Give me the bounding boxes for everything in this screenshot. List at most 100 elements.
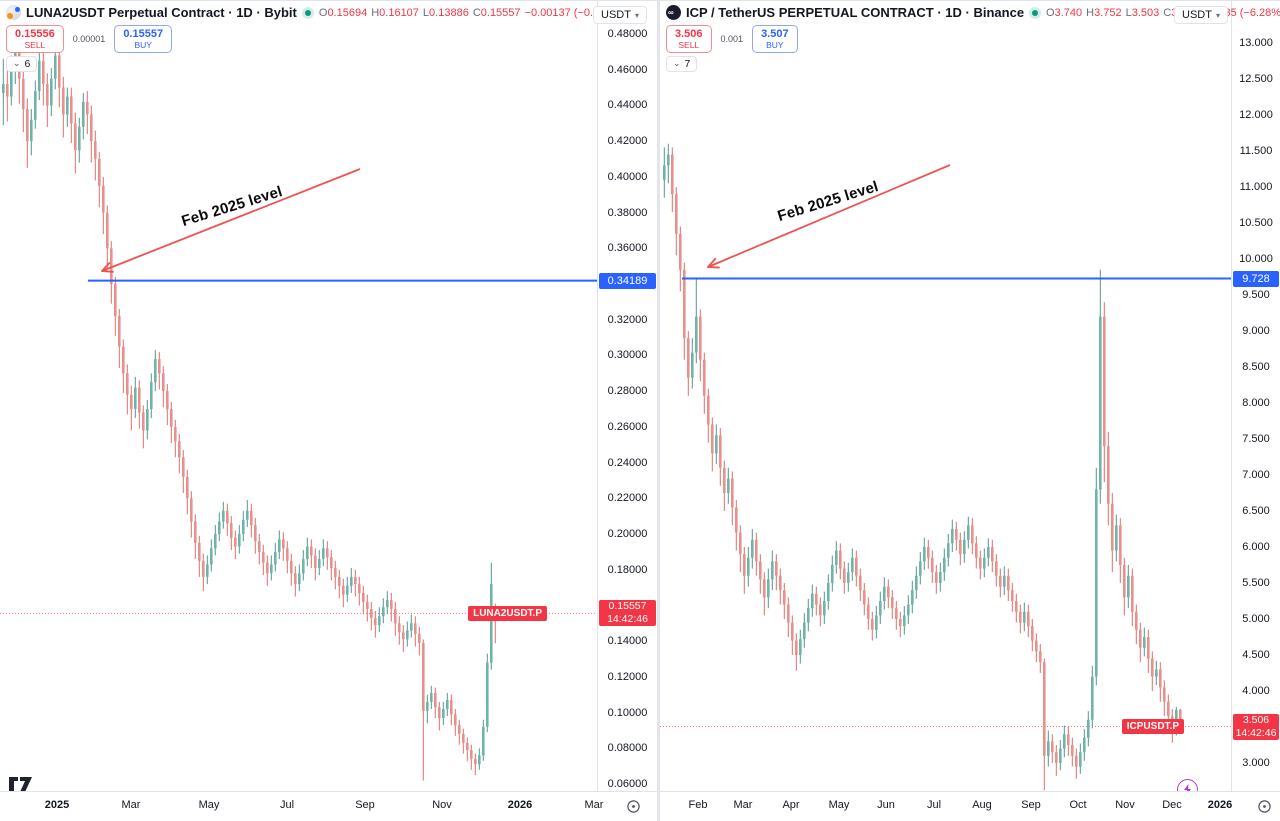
price-tick: 0.30000 xyxy=(607,349,648,362)
time-tick: Apr xyxy=(782,799,800,811)
price-tick: 0.10000 xyxy=(607,706,648,719)
time-tick: Aug xyxy=(972,799,992,811)
price-tick: 9.000 xyxy=(1242,324,1270,337)
last-price-time: 14:42:46 xyxy=(1235,726,1277,739)
level-price-tag: 0.34189 xyxy=(599,272,656,289)
price-tick: 0.46000 xyxy=(607,63,648,76)
chevron-down-icon: ▾ xyxy=(634,10,639,20)
price-tick: 6.000 xyxy=(1242,540,1270,553)
last-price-time: 14:42:46 xyxy=(607,613,648,626)
level-price-tag: 9.728 xyxy=(1233,270,1279,287)
price-tick: 0.36000 xyxy=(607,242,648,255)
buy-price: 3.507 xyxy=(761,28,789,40)
candlestick-chart[interactable] xyxy=(660,1,1232,791)
panel-divider[interactable] xyxy=(657,1,660,821)
time-tick: Jul xyxy=(926,799,942,811)
price-tick: 0.44000 xyxy=(607,99,648,112)
price-tick: 0.32000 xyxy=(607,313,648,326)
price-tick: 7.000 xyxy=(1242,468,1270,481)
price-tick: 8.000 xyxy=(1242,396,1270,409)
price-tick: 0.38000 xyxy=(607,206,648,219)
symbol-price-tag: LUNA2USDT.P xyxy=(468,605,547,621)
symbol-title[interactable]: LUNA2USDT Perpetual Contract · 1D · Bybi… xyxy=(26,5,297,20)
spread-value: 0.00001 xyxy=(70,33,108,46)
buy-button[interactable]: 0.15557 BUY xyxy=(114,25,173,54)
last-price-value: 0.15557 xyxy=(608,600,647,613)
time-tick: Oct xyxy=(1069,799,1087,811)
time-tick: Sep xyxy=(1021,799,1041,811)
symbol-price-tag: ICPUSDT.P xyxy=(1121,719,1184,735)
axis-settings-icon[interactable] xyxy=(1257,799,1272,814)
price-tick: 0.06000 xyxy=(607,778,648,791)
price-tick: 6.500 xyxy=(1242,504,1270,517)
last-price-tag: 0.15557 14:42:46 xyxy=(599,600,656,627)
price-tick: 0.14000 xyxy=(607,635,648,648)
symbol-title[interactable]: ICP / TetherUS PERPETUAL CONTRACT · 1D ·… xyxy=(686,5,1025,20)
low-label: L xyxy=(422,6,430,19)
collapse-count: 7 xyxy=(684,57,691,70)
open-value: 0.15694 xyxy=(327,6,368,19)
time-axis[interactable]: 2025 Mar May Jul Sep Nov 2026 Mar xyxy=(0,791,657,821)
axis-settings-icon[interactable] xyxy=(626,799,641,814)
close-value: 0.15557 xyxy=(480,6,521,19)
symbol-logo-icon xyxy=(6,5,21,20)
time-tick: Mar xyxy=(733,799,753,811)
ohlc-values: O3.740 H3.752 L3.503 C3.506 −0.235 (−6.2… xyxy=(1046,7,1280,19)
price-tick: 3.000 xyxy=(1242,756,1270,769)
low-label: L xyxy=(1125,6,1132,19)
price-tick: 0.48000 xyxy=(607,28,648,41)
market-status-icon[interactable] xyxy=(1032,9,1039,16)
object-tree-collapse-chip[interactable]: ⌄ 6 xyxy=(6,55,38,72)
sell-button[interactable]: 3.506 SELL xyxy=(666,25,712,54)
time-tick: May xyxy=(828,799,850,811)
buy-label: BUY xyxy=(766,39,784,50)
buy-button[interactable]: 3.507 BUY xyxy=(752,25,798,54)
chart-plot-area[interactable]: Feb 2025 level LUNA2USDT.P xyxy=(0,1,598,791)
object-tree-collapse-chip[interactable]: ⌄ 7 xyxy=(666,55,698,72)
time-tick: Feb xyxy=(688,799,708,811)
time-tick: 2025 xyxy=(44,799,70,811)
chart-panel-luna2usdt: Feb 2025 level LUNA2USDT.P 0.34189 0.155… xyxy=(0,1,657,821)
ohlc-values: O0.15694 H0.16107 L0.13886 C0.15557 −0.0… xyxy=(319,7,619,19)
tradingview-logo[interactable] xyxy=(8,776,34,793)
last-price-value: 3.506 xyxy=(1242,713,1270,726)
sell-label: SELL xyxy=(678,39,700,50)
symbol-logo-icon: ∞ xyxy=(666,5,681,20)
currency-dropdown[interactable]: USDT ▾ xyxy=(593,6,647,24)
high-value: 3.752 xyxy=(1094,6,1122,19)
price-axis[interactable]: 0.34189 0.15557 14:42:46 0.48000 0.46000 0… xyxy=(597,1,657,791)
price-tick: 13.000 xyxy=(1239,36,1273,49)
chart-panel-icpusdt: Feb 2025 level ICPUSDT.P 9.728 3.506 14:… xyxy=(660,1,1280,821)
price-tick: 12.000 xyxy=(1239,108,1273,121)
time-tick: Dec xyxy=(1162,799,1182,811)
market-status-icon[interactable] xyxy=(304,9,311,16)
low-value: 0.13886 xyxy=(429,6,469,19)
high-value: 0.16107 xyxy=(379,6,419,19)
price-tick: 4.500 xyxy=(1242,648,1270,661)
time-tick: 2026 xyxy=(507,799,533,811)
open-value: 3.740 xyxy=(1054,6,1083,19)
chevron-down-icon: ⌄ xyxy=(13,58,21,68)
price-tick: 11.500 xyxy=(1239,144,1273,157)
time-tick: Sep xyxy=(355,799,375,811)
time-tick: Nov xyxy=(1115,799,1135,811)
time-tick: 2026 xyxy=(1207,799,1233,811)
time-axis[interactable]: Feb Mar Apr May Jun Jul Aug Sep Oct Nov Dec 2026 xyxy=(660,791,1280,821)
price-tick: 4.000 xyxy=(1242,684,1270,697)
price-tick: 5.500 xyxy=(1242,576,1270,589)
chart-plot-area[interactable]: Feb 2025 level ICPUSDT.P xyxy=(660,1,1232,800)
sell-label: SELL xyxy=(24,39,46,50)
time-tick: Mar xyxy=(584,799,604,811)
price-tick: 0.26000 xyxy=(607,420,648,433)
currency-value: USDT xyxy=(1182,9,1212,21)
price-axis[interactable]: 9.728 3.506 14:42:46 13.000 12.500 12.000 1… xyxy=(1231,1,1280,791)
price-tick: 0.20000 xyxy=(607,528,648,541)
sell-button[interactable]: 0.15556 SELL xyxy=(6,25,64,54)
price-tick: 10.000 xyxy=(1239,252,1273,265)
candlestick-chart[interactable] xyxy=(0,1,598,791)
time-tick: Jul xyxy=(279,799,295,811)
time-tick: Jun xyxy=(877,799,895,811)
low-value: 3.503 xyxy=(1131,6,1160,19)
currency-dropdown[interactable]: USDT ▾ xyxy=(1174,6,1228,24)
